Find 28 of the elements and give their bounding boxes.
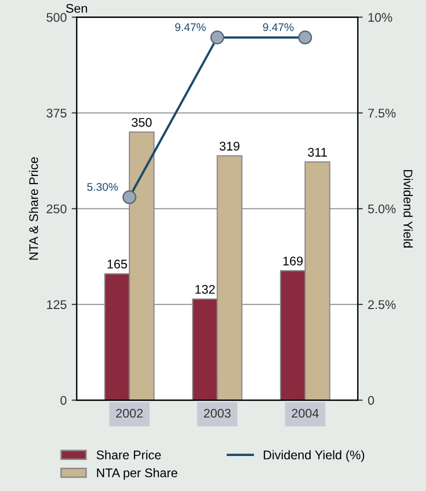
y2-tick-label: 10% (368, 12, 392, 22)
x-tick-label: 2003 (204, 408, 231, 418)
x-tick-label: 2002 (116, 408, 143, 418)
x-tick-label: 2004 (292, 408, 319, 418)
y-tick-label: 125 (47, 300, 66, 310)
data-label: 311 (308, 148, 327, 157)
y2-tick-label: 2.5% (368, 300, 396, 310)
y-tick-label: 250 (46, 204, 66, 214)
text: Sen (66, 4, 87, 13)
y-tick-label: 375 (46, 108, 66, 118)
y-tick-label: 0 (60, 396, 66, 405)
data-label: 9.47% (175, 23, 206, 32)
legend-label: Share Price (96, 450, 161, 460)
legend-label: NTA per Share (97, 468, 178, 480)
data-label: 5.30% (87, 182, 118, 191)
data-label: 165 (108, 260, 127, 269)
legend-label: Dividend Yield (%) (264, 450, 364, 462)
data-label: 169 (283, 256, 303, 266)
data-label: 350 (132, 118, 152, 127)
y-axis-title: NTA & Share Price (28, 157, 38, 260)
y-tick-label: 500 (46, 12, 66, 22)
data-label: 132 (195, 284, 215, 294)
y2-axis-title: Dividend Yield (404, 170, 413, 248)
y2-tick-label: 0 (368, 396, 374, 405)
data-label: 319 (220, 142, 240, 151)
data-label: 9.47% (263, 23, 294, 32)
y2-tick-label: 7.5% (368, 108, 396, 118)
y2-tick-label: 5.0% (368, 204, 396, 214)
